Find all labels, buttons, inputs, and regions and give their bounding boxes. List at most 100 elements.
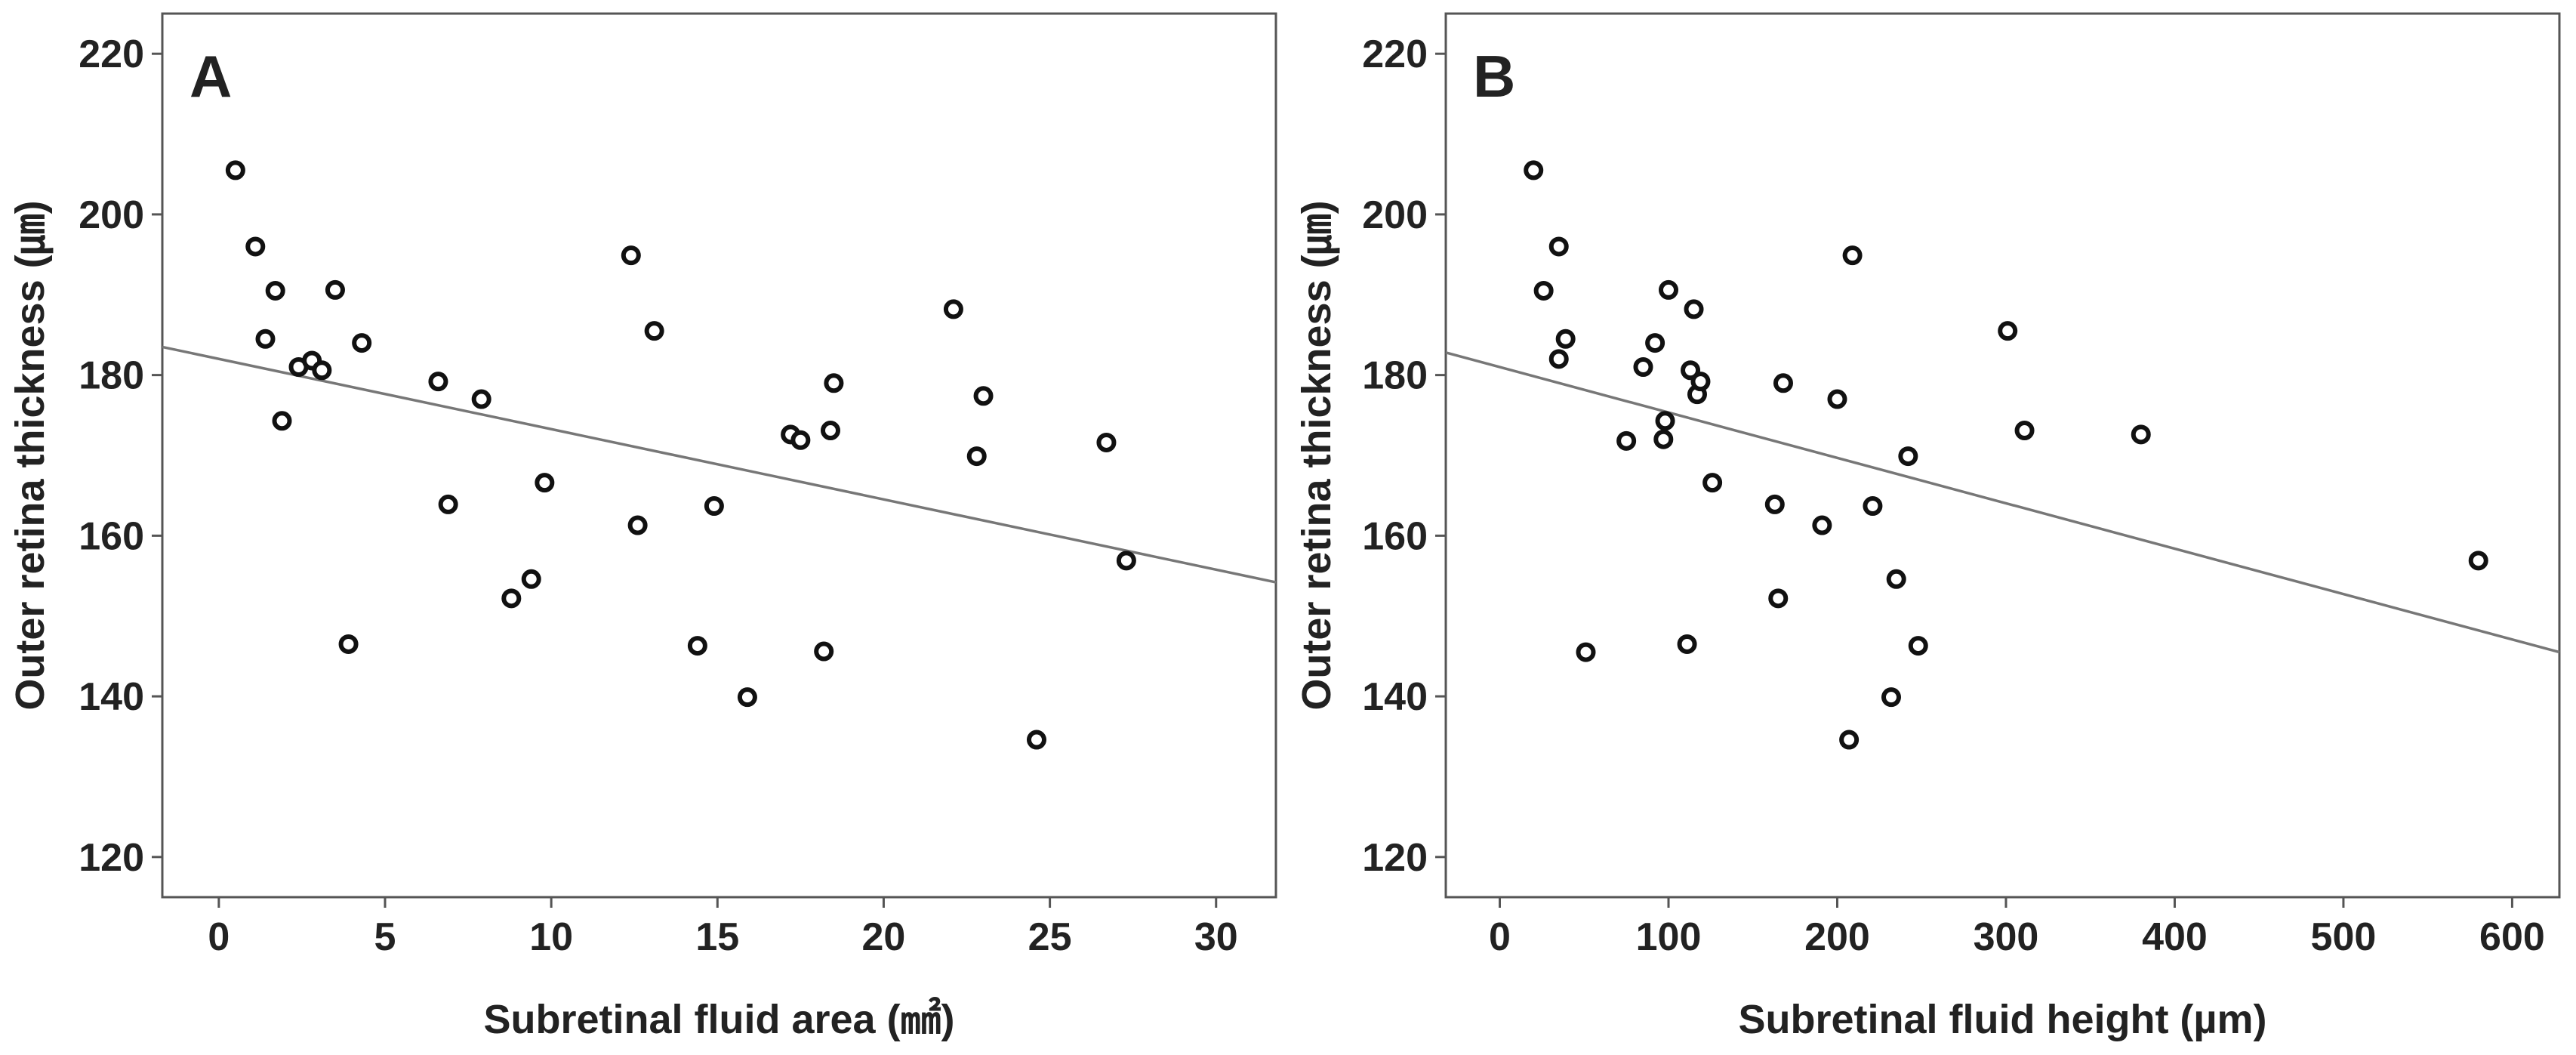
chart-0-data-point bbox=[1116, 551, 1136, 571]
chart-0-x-tick-label: 15 bbox=[695, 915, 739, 959]
chart-0-data-point bbox=[1026, 730, 1046, 750]
chart-1-data-point bbox=[1842, 245, 1863, 266]
chart-0-data-point bbox=[428, 372, 448, 392]
chart-0-y-tick-label: 200 bbox=[79, 193, 144, 237]
chart-1-y-tick-label: 220 bbox=[1362, 32, 1428, 76]
chart-1-data-point bbox=[1548, 349, 1569, 369]
chart-1-data-point bbox=[1839, 730, 1860, 750]
chart-1-y-tick-label: 180 bbox=[1362, 354, 1428, 398]
chart-1-data-point bbox=[1812, 515, 1832, 535]
chart-1-regression-line bbox=[1445, 351, 2560, 654]
chart-1-x-tick-label: 500 bbox=[2311, 915, 2377, 959]
chart-0-data-point bbox=[535, 473, 555, 493]
chart-1-data-point bbox=[1677, 634, 1697, 654]
chart-0-data-point bbox=[824, 373, 844, 393]
chart-0-y-tick-label: 140 bbox=[79, 675, 144, 719]
chart-1-data-point bbox=[1768, 588, 1789, 609]
chart-1-x-tick-label: 400 bbox=[2142, 915, 2208, 959]
chart-0-x-tick-label: 20 bbox=[862, 915, 906, 959]
chart-1-data-point bbox=[1881, 687, 1901, 708]
panel-b: 120 140 160 180 200 220 0 100 200 300 400 500 600 Sub… bbox=[1294, 12, 2561, 1042]
chart-1-data-point bbox=[1616, 430, 1637, 451]
chart-1-x-tick-label: 600 bbox=[2479, 915, 2545, 959]
chart-1-plot-frame bbox=[1444, 12, 2561, 899]
chart-1-data-point bbox=[1898, 446, 1918, 467]
chart-0-y-tick-label: 180 bbox=[79, 354, 144, 398]
chart-0-data-point bbox=[338, 634, 359, 654]
chart-0-data-point bbox=[501, 588, 522, 609]
chart-0-data-point bbox=[272, 411, 292, 431]
chart-1-data-point bbox=[2468, 551, 2488, 571]
chart-0-data-point bbox=[687, 636, 707, 656]
chart-1-data-point bbox=[1908, 636, 1928, 656]
panel-a: 120 140 160 180 200 220 0 5 10 15 20 25 30 Subretinal… bbox=[8, 12, 1277, 1042]
chart-1-panel-label: B bbox=[1473, 43, 1515, 110]
chart-0-data-point bbox=[627, 515, 648, 535]
chart-0-data-point bbox=[790, 430, 811, 450]
chart-1-data-point bbox=[2014, 421, 2035, 441]
chart-1-data-point bbox=[1690, 372, 1711, 392]
chart-1-data-point bbox=[1524, 160, 1544, 180]
chart-0-data-point bbox=[943, 299, 963, 319]
chart-1-y-tick-label: 120 bbox=[1362, 836, 1428, 880]
chart-1-x-tick-label: 200 bbox=[1804, 915, 1870, 959]
chart-0-x-tick-label: 10 bbox=[529, 915, 573, 959]
chart-0-data-point bbox=[325, 279, 345, 300]
chart-1-data-point bbox=[1633, 357, 1653, 377]
chart-1-data-point bbox=[1684, 299, 1704, 319]
chart-1-data-point bbox=[1998, 321, 2018, 341]
chart-0-data-point bbox=[966, 446, 987, 467]
chart-1-y-tick-label: 200 bbox=[1362, 193, 1428, 237]
chart-0-data-point bbox=[265, 280, 285, 301]
chart-0-data-point bbox=[225, 160, 245, 180]
chart-0-y-tick-label: 160 bbox=[79, 514, 144, 558]
chart-0-data-point bbox=[471, 389, 491, 409]
chart-1-x-tick-label: 0 bbox=[1489, 915, 1511, 959]
chart-0-panel-label: A bbox=[190, 43, 232, 110]
chart-0-data-point bbox=[737, 687, 757, 708]
chart-1-data-point bbox=[1764, 494, 1785, 514]
chart-1-data-point bbox=[1659, 279, 1678, 300]
chart-0-y-tick-label: 120 bbox=[79, 836, 144, 880]
chart-1-data-point bbox=[1653, 429, 1674, 449]
chart-1-y-tick-label: 140 bbox=[1362, 675, 1428, 719]
chart-0-data-point bbox=[521, 569, 541, 589]
chart-0-data-point bbox=[814, 641, 834, 662]
chart-0-y-tick-label: 220 bbox=[79, 32, 144, 76]
chart-1-data-point bbox=[1533, 280, 1554, 301]
chart-0-data-point bbox=[438, 494, 458, 514]
chart-0-data-point bbox=[255, 329, 276, 349]
chart-1-x-tick-label: 100 bbox=[1636, 915, 1702, 959]
chart-0-data-point bbox=[644, 321, 664, 341]
chart-1-y-tick-label: 160 bbox=[1362, 514, 1428, 558]
chart-1-data-point bbox=[1576, 642, 1596, 662]
chart-1-data-point bbox=[1655, 411, 1675, 431]
chart-1-data-point bbox=[1827, 389, 1847, 409]
chart-0-data-point bbox=[1096, 432, 1117, 452]
chart-1-data-point bbox=[1645, 333, 1665, 353]
chart-0-y-axis-title: Outer retina thickness (㎛) bbox=[8, 200, 54, 710]
chart-1-data-point bbox=[1773, 373, 1793, 393]
chart-0-x-tick-label: 25 bbox=[1028, 915, 1072, 959]
chart-0-x-tick-label: 30 bbox=[1194, 915, 1238, 959]
chart-0-data-point bbox=[704, 496, 724, 517]
chart-1-data-point bbox=[1863, 496, 1883, 517]
chart-0-data-point bbox=[312, 360, 332, 381]
chart-1-data-point bbox=[1555, 329, 1576, 349]
chart-0-regression-line bbox=[162, 345, 1277, 584]
chart-1-y-axis-title: Outer retina thickness (㎛) bbox=[1294, 200, 1340, 710]
chart-0-x-tick-label: 0 bbox=[208, 915, 230, 959]
chart-1-data-point bbox=[1702, 473, 1723, 493]
chart-0-plot-frame bbox=[161, 12, 1277, 899]
chart-1-data-point bbox=[1548, 236, 1569, 257]
chart-0-data-point bbox=[973, 386, 994, 406]
chart-1-x-tick-label: 300 bbox=[1974, 915, 2039, 959]
chart-0-x-tick-label: 5 bbox=[374, 915, 396, 959]
chart-0-x-axis-title: Subretinal fluid area (㎟) bbox=[483, 996, 954, 1042]
chart-1-data-point bbox=[1886, 569, 1906, 589]
chart-0-data-point bbox=[621, 245, 641, 266]
chart-1-data-point bbox=[2131, 424, 2151, 445]
chart-1-x-axis-title: Subretinal fluid height (µm) bbox=[1738, 997, 2266, 1042]
chart-0-data-point bbox=[245, 236, 266, 257]
